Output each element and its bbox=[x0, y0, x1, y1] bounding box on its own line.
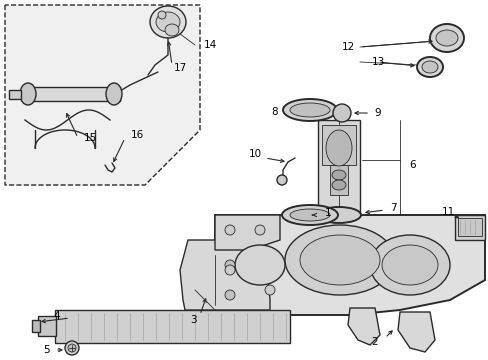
Ellipse shape bbox=[150, 6, 185, 38]
Bar bbox=[38, 316, 56, 336]
Text: 9: 9 bbox=[374, 108, 381, 118]
Polygon shape bbox=[215, 215, 484, 315]
Ellipse shape bbox=[224, 265, 235, 275]
Polygon shape bbox=[215, 215, 280, 250]
Text: 15: 15 bbox=[83, 133, 97, 143]
Ellipse shape bbox=[331, 170, 346, 180]
Ellipse shape bbox=[264, 285, 274, 295]
Polygon shape bbox=[347, 308, 379, 345]
Ellipse shape bbox=[65, 341, 79, 355]
Text: 17: 17 bbox=[173, 63, 186, 73]
Ellipse shape bbox=[224, 225, 235, 235]
Ellipse shape bbox=[156, 12, 180, 32]
Text: 6: 6 bbox=[409, 160, 415, 170]
Text: 14: 14 bbox=[203, 40, 216, 50]
Ellipse shape bbox=[381, 245, 437, 285]
Ellipse shape bbox=[158, 11, 165, 19]
Bar bbox=[457, 218, 481, 236]
Ellipse shape bbox=[369, 235, 449, 295]
Ellipse shape bbox=[289, 209, 329, 221]
Ellipse shape bbox=[421, 61, 437, 73]
Polygon shape bbox=[180, 240, 269, 310]
Ellipse shape bbox=[283, 99, 336, 121]
Text: 11: 11 bbox=[441, 207, 454, 217]
Polygon shape bbox=[5, 5, 200, 185]
Ellipse shape bbox=[68, 344, 76, 352]
Ellipse shape bbox=[332, 104, 350, 122]
Ellipse shape bbox=[282, 205, 337, 225]
Text: 7: 7 bbox=[389, 203, 395, 213]
Text: 12: 12 bbox=[341, 42, 354, 52]
Text: 13: 13 bbox=[370, 57, 384, 67]
Ellipse shape bbox=[325, 130, 351, 166]
Ellipse shape bbox=[164, 24, 179, 36]
Ellipse shape bbox=[224, 260, 235, 270]
Text: 16: 16 bbox=[130, 130, 143, 140]
Ellipse shape bbox=[106, 83, 122, 105]
Polygon shape bbox=[397, 312, 434, 352]
Ellipse shape bbox=[276, 175, 286, 185]
Text: 10: 10 bbox=[248, 149, 261, 159]
Ellipse shape bbox=[254, 225, 264, 235]
Bar bbox=[22, 87, 120, 101]
Ellipse shape bbox=[285, 225, 394, 295]
Ellipse shape bbox=[235, 245, 285, 285]
Ellipse shape bbox=[435, 30, 457, 46]
Text: 1: 1 bbox=[324, 208, 331, 218]
Ellipse shape bbox=[289, 103, 329, 117]
Text: 5: 5 bbox=[42, 345, 49, 355]
Bar bbox=[329, 165, 347, 195]
Ellipse shape bbox=[416, 57, 442, 77]
Bar bbox=[55, 310, 289, 343]
Ellipse shape bbox=[20, 83, 36, 105]
Ellipse shape bbox=[299, 235, 379, 285]
Ellipse shape bbox=[224, 290, 235, 300]
Text: 2: 2 bbox=[371, 337, 378, 347]
Text: 3: 3 bbox=[189, 315, 196, 325]
Bar bbox=[317, 120, 359, 215]
Bar bbox=[9, 90, 21, 99]
Ellipse shape bbox=[429, 24, 463, 52]
Bar bbox=[32, 320, 40, 332]
Text: 8: 8 bbox=[271, 107, 278, 117]
Ellipse shape bbox=[316, 207, 360, 223]
Bar bbox=[321, 125, 355, 165]
Ellipse shape bbox=[331, 180, 346, 190]
Polygon shape bbox=[454, 215, 484, 240]
Text: 4: 4 bbox=[54, 311, 60, 321]
